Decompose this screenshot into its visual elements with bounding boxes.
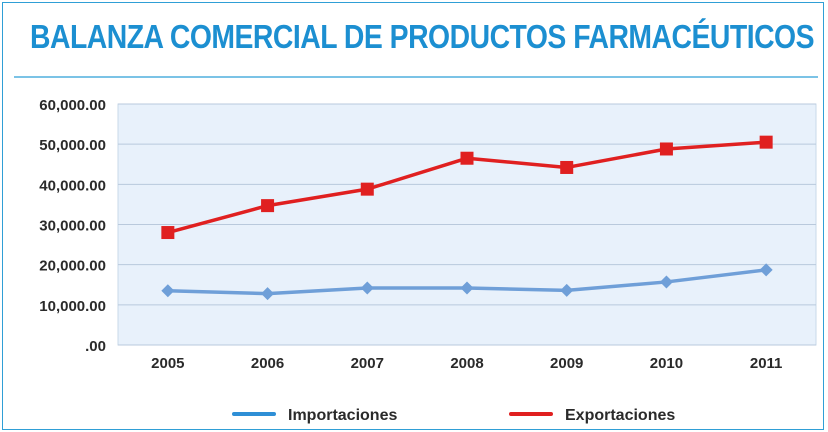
data-point-exportaciones [560, 160, 574, 174]
data-point-importaciones [161, 284, 175, 298]
x-tick-label: 2007 [351, 355, 384, 372]
x-tick-label: 2005 [151, 355, 184, 372]
x-tick-label: 2009 [550, 355, 583, 372]
data-point-exportaciones [460, 151, 474, 165]
y-tick-label: 60,000.00 [39, 97, 106, 114]
data-point-importaciones [659, 275, 673, 289]
y-tick-label: 30,000.00 [39, 218, 106, 235]
x-tick-label: 2011 [750, 355, 783, 372]
data-point-exportaciones [659, 142, 673, 156]
x-tick-label: 2006 [251, 355, 284, 372]
y-tick-label: 50,000.00 [39, 137, 106, 154]
x-tick-label: 2010 [650, 355, 683, 372]
data-point-exportaciones [759, 135, 773, 149]
data-point-exportaciones [161, 226, 175, 240]
legend-label-importaciones: Importaciones [288, 407, 397, 424]
title-underline [14, 76, 818, 78]
data-point-exportaciones [360, 182, 374, 196]
data-point-exportaciones [261, 199, 275, 213]
y-tick-label: .00 [85, 338, 106, 355]
x-tick-label: 2008 [450, 355, 483, 372]
data-point-importaciones [560, 283, 574, 297]
y-tick-label: 20,000.00 [39, 258, 106, 275]
chart-title: BALANZA COMERCIAL DE PRODUCTOS FARMACÉUT… [30, 18, 815, 55]
y-tick-label: 40,000.00 [39, 177, 106, 194]
data-point-importaciones [261, 287, 275, 301]
y-tick-label: 10,000.00 [39, 298, 106, 315]
data-point-importaciones [759, 263, 773, 277]
data-point-importaciones [360, 281, 374, 295]
data-point-importaciones [460, 281, 474, 295]
legend-label-exportaciones: Exportaciones [565, 407, 675, 424]
